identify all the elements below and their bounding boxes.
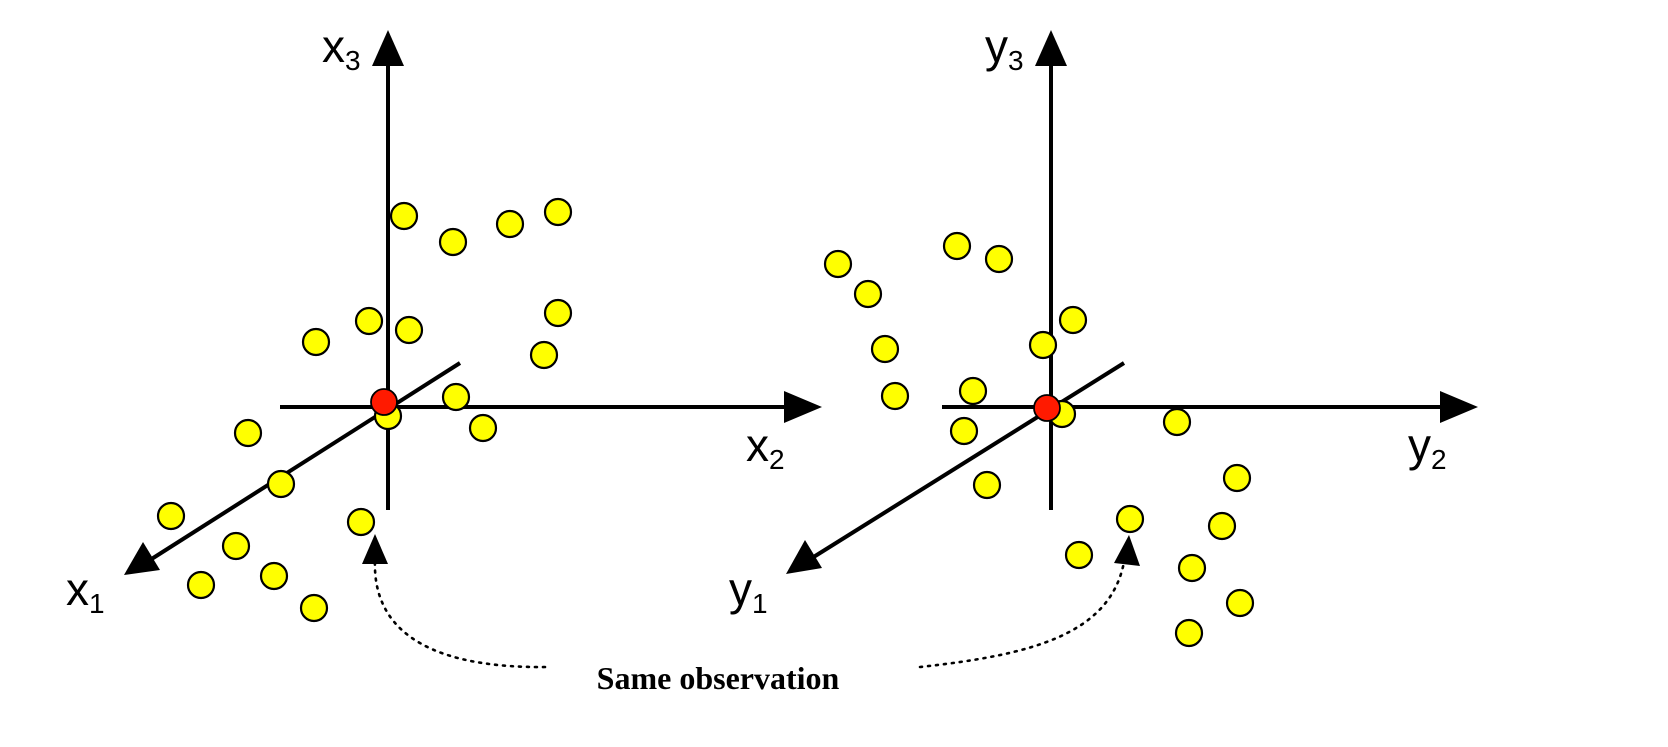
same-observation-annotation: Same observation [362,534,1140,696]
data-point [984,244,1014,274]
x3-arrowhead [372,30,404,66]
data-point [438,227,468,257]
data-point [949,416,979,446]
data-point [823,249,853,279]
y2-arrowhead [1440,391,1478,423]
data-point [354,306,384,336]
left-connector-arrowhead [362,534,388,564]
y3-label: y3 [985,20,1024,76]
data-point [853,279,883,309]
data-point [394,315,424,345]
data-point [301,327,331,357]
origin-marker-left [370,388,398,416]
y1-label: y1 [729,563,768,619]
data-point [1174,618,1204,648]
origin-marker-right [1033,394,1061,422]
data-point [156,501,186,531]
data-point [259,561,289,591]
data-point [543,298,573,328]
left-panel: x3 x2 x1 [66,20,822,623]
right-panel: y3 y2 y1 [729,20,1478,648]
data-point [942,231,972,261]
right-dotted-connector [918,560,1126,669]
data-point [266,469,296,499]
right-point-cloud [823,231,1255,648]
y1-arrowhead [786,540,822,574]
x1-label: x1 [66,563,105,619]
data-point [441,382,471,412]
data-point [529,340,559,370]
data-point [233,418,263,448]
data-point [1162,407,1192,437]
x1-axis [148,361,462,562]
data-point [389,201,419,231]
data-point [880,381,910,411]
data-point [186,570,216,600]
data-point [1028,330,1058,360]
data-point [1064,540,1094,570]
data-point [870,334,900,364]
x2-label: x2 [746,419,785,475]
y3-arrowhead [1035,30,1067,66]
left-dotted-connector [373,558,547,669]
data-point [1058,305,1088,335]
y1-axis [810,361,1126,560]
data-point [468,413,498,443]
data-point [1225,588,1255,618]
data-point [1222,463,1252,493]
x1-arrowhead [124,542,160,575]
y2-label: y2 [1408,419,1447,475]
same-observation-point-right [1115,504,1145,534]
x2-arrowhead [784,391,822,423]
data-point [299,593,329,623]
caption-same-observation: Same observation [597,660,840,696]
same-observation-point-left [346,507,376,537]
data-point [1207,511,1237,541]
data-point [1177,553,1207,583]
data-point [972,470,1002,500]
data-point [221,531,251,561]
left-point-cloud [156,197,573,623]
right-connector-arrowhead [1114,535,1140,566]
data-point [543,197,573,227]
x3-label: x3 [322,20,361,76]
data-point [495,209,525,239]
data-point [958,376,988,406]
